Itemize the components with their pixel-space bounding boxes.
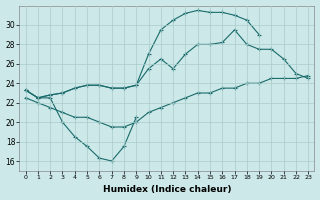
X-axis label: Humidex (Indice chaleur): Humidex (Indice chaleur)	[103, 185, 231, 194]
